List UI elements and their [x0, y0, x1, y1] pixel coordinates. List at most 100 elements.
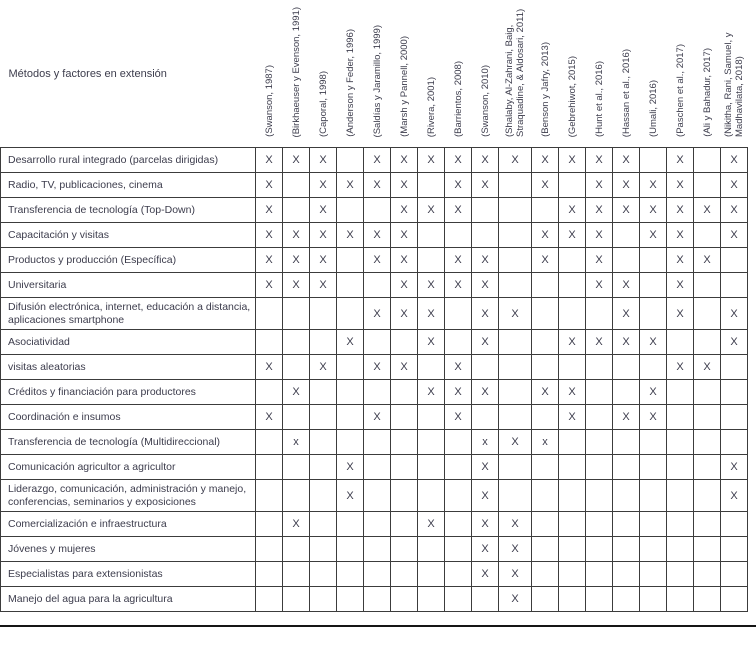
matrix-cell-empty [639, 247, 667, 273]
matrix-cell-marked: X [363, 147, 391, 173]
matrix-cell-marked: X [531, 172, 559, 198]
matrix-cell-marked: X [558, 197, 586, 223]
column-header-label: (Anderson y Feder, 1996) [344, 29, 356, 137]
matrix-cell-marked: X [612, 329, 640, 355]
matrix-cell-empty [255, 379, 283, 405]
matrix-cell-empty [720, 586, 748, 612]
matrix-cell-empty [309, 297, 337, 330]
matrix-cell-empty [612, 586, 640, 612]
matrix-cell-empty [390, 404, 418, 430]
matrix-cell-marked: X [255, 354, 283, 380]
matrix-cell-empty [471, 354, 499, 380]
matrix-cell-empty [612, 222, 640, 248]
column-header: (Umali, 2016) [639, 0, 667, 148]
matrix-cell-marked: X [363, 247, 391, 273]
matrix-cell-marked: X [612, 147, 640, 173]
row-label: Productos y producción (Específica) [0, 247, 256, 273]
matrix-cell-marked: X [720, 172, 748, 198]
matrix-cell-empty [720, 429, 748, 455]
matrix-cell-marked: X [498, 147, 532, 173]
matrix-cell-empty [498, 379, 532, 405]
table-row: Manejo del agua para la agricultura X [0, 586, 748, 612]
matrix-cell-marked: X [639, 329, 667, 355]
column-header: (Barrientos, 2008) [444, 0, 472, 148]
matrix-cell-marked: X [390, 354, 418, 380]
matrix-cell-empty [417, 479, 445, 512]
matrix-cell-empty [309, 561, 337, 587]
matrix-cell-empty [720, 379, 748, 405]
matrix-cell-empty [363, 586, 391, 612]
matrix-cell-marked: X [531, 147, 559, 173]
matrix-cell-empty [531, 536, 559, 562]
matrix-cell-marked: X [390, 297, 418, 330]
matrix-cell-empty [282, 354, 310, 380]
matrix-cell-empty [558, 297, 586, 330]
matrix-cell-empty [612, 561, 640, 587]
matrix-cell-empty [444, 297, 472, 330]
matrix-cell-marked: X [282, 222, 310, 248]
matrix-cell-marked: X [585, 172, 613, 198]
matrix-cell-marked: X [417, 147, 445, 173]
matrix-cell-empty [666, 586, 694, 612]
matrix-cell-marked: X [255, 222, 283, 248]
table-row: visitas aleatorias X X X X X X X [0, 354, 748, 380]
matrix-cell-empty [390, 479, 418, 512]
matrix-cell-empty [666, 479, 694, 512]
row-label: Jóvenes y mujeres [0, 536, 256, 562]
matrix-cell-empty [417, 354, 445, 380]
column-header-label: (Benson y Jafry, 2013) [539, 42, 551, 137]
row-label: Asociatividad [0, 329, 256, 355]
matrix-cell-empty [336, 511, 364, 537]
matrix-cell-marked: X [471, 454, 499, 480]
matrix-cell-marked: X [255, 247, 283, 273]
matrix-cell-marked: X [720, 222, 748, 248]
column-header-label: (Rivera, 2001) [425, 76, 437, 137]
matrix-cell-marked: X [282, 247, 310, 273]
matrix-cell-marked: X [720, 297, 748, 330]
matrix-cell-empty [336, 147, 364, 173]
matrix-cell-marked: X [390, 197, 418, 223]
matrix-cell-marked: X [720, 197, 748, 223]
matrix-cell-empty [309, 379, 337, 405]
matrix-cell-empty [309, 429, 337, 455]
matrix-cell-marked: X [390, 147, 418, 173]
matrix-cell-empty [336, 379, 364, 405]
matrix-cell-empty [720, 272, 748, 298]
matrix-cell-empty [498, 479, 532, 512]
corner-header: Métodos y factores en extensión [0, 0, 256, 148]
table-row: Coordinación e insumos X X X X X X [0, 404, 748, 430]
matrix-cell-empty [585, 379, 613, 405]
matrix-cell-marked: X [585, 222, 613, 248]
matrix-cell-empty [417, 222, 445, 248]
matrix-cell-marked: X [444, 379, 472, 405]
matrix-cell-empty [444, 586, 472, 612]
matrix-cell-empty [282, 479, 310, 512]
matrix-cell-marked: X [558, 379, 586, 405]
matrix-cell-empty [498, 404, 532, 430]
matrix-cell-empty [282, 404, 310, 430]
matrix-cell-empty [531, 297, 559, 330]
matrix-cell-empty [390, 561, 418, 587]
matrix-cell-empty [282, 297, 310, 330]
matrix-cell-marked: X [336, 479, 364, 512]
matrix-cell-marked: X [531, 247, 559, 273]
row-label: Comunicación agricultor a agricultor [0, 454, 256, 480]
matrix-cell-empty [417, 454, 445, 480]
matrix-cell-marked: X [471, 561, 499, 587]
matrix-cell-empty [282, 586, 310, 612]
matrix-cell-marked: X [444, 197, 472, 223]
matrix-cell-marked: X [498, 536, 532, 562]
matrix-cell-empty [666, 511, 694, 537]
matrix-cell-empty [585, 454, 613, 480]
matrix-cell-empty [282, 329, 310, 355]
matrix-cell-empty [282, 197, 310, 223]
matrix-cell-empty [558, 454, 586, 480]
matrix-cell-empty [558, 247, 586, 273]
matrix-cell-marked: X [363, 404, 391, 430]
matrix-cell-empty [612, 247, 640, 273]
matrix-cell-empty [531, 586, 559, 612]
matrix-cell-marked: X [558, 329, 586, 355]
matrix-cell-empty [282, 172, 310, 198]
row-label: Créditos y financiación para productores [0, 379, 256, 405]
matrix-cell-marked: X [471, 379, 499, 405]
